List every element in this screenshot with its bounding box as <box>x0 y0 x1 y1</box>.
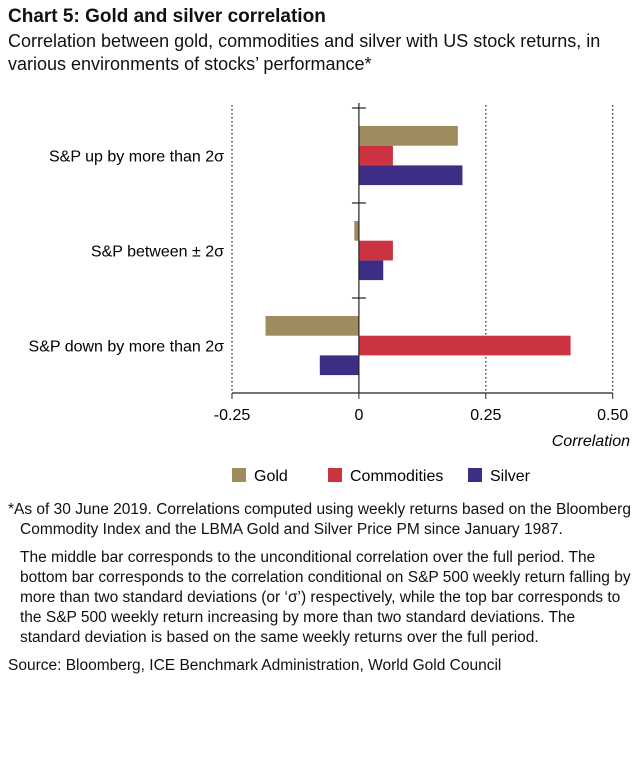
bar-silver <box>319 355 359 376</box>
x-tick-label: -0.25 <box>214 407 251 424</box>
category-label: S&P down by more than 2σ <box>29 339 225 356</box>
bar-commodities <box>358 335 571 356</box>
legend-swatch-silver <box>468 468 482 482</box>
x-tick-label: 0.25 <box>470 407 501 424</box>
bar-silver <box>358 165 463 186</box>
legend-swatch-gold <box>232 468 246 482</box>
footnote: *As of 30 June 2019. Correlations comput… <box>8 501 631 538</box>
x-tick-label: 0.50 <box>597 407 628 424</box>
category-label: S&P between ± 2σ <box>91 244 224 261</box>
bar-gold <box>265 316 359 336</box>
notes: *As of 30 June 2019. Correlations comput… <box>8 500 633 684</box>
x-axis-label: Correlation <box>552 433 630 450</box>
source: Source: Bloomberg, ICE Benchmark Adminis… <box>8 657 502 674</box>
bar-gold <box>354 221 359 241</box>
legend-label: Gold <box>254 468 288 485</box>
explanation: The middle bar corresponds to the uncond… <box>20 549 631 646</box>
bar-commodities <box>358 240 393 261</box>
bar-silver <box>358 260 384 281</box>
legend-label: Silver <box>490 468 531 485</box>
x-tick-label: 0 <box>354 407 363 424</box>
chart-title: Chart 5: Gold and silver correlation <box>8 6 326 27</box>
bar-commodities <box>358 145 393 166</box>
legend-swatch-commodities <box>328 468 342 482</box>
category-label: S&P up by more than 2σ <box>49 149 224 166</box>
bar-gold <box>358 126 458 146</box>
chart-subtitle: Correlation between gold, commodities an… <box>8 31 601 74</box>
legend-label: Commodities <box>350 468 443 485</box>
chart-svg: -0.25 0 0.25 0.50 Correlation S&P up by more … <box>29 103 630 485</box>
